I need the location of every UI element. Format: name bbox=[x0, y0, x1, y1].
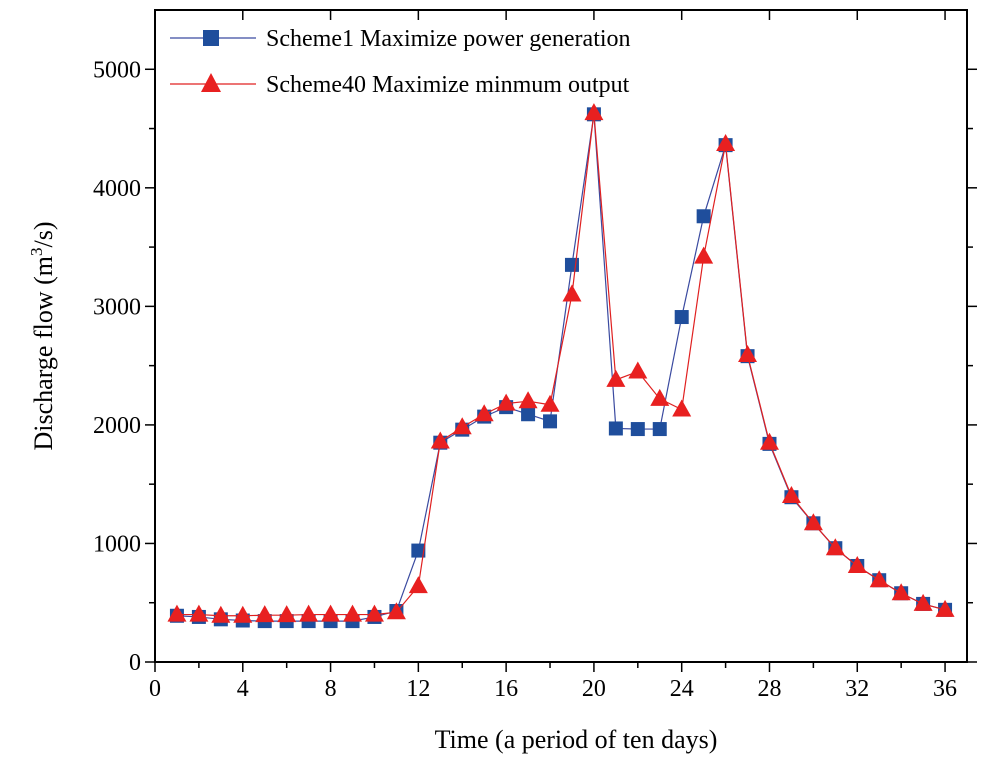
x-tick-label: 12 bbox=[406, 676, 430, 702]
data-point-triangle bbox=[189, 604, 209, 622]
data-point-triangle bbox=[825, 538, 845, 556]
data-point-square bbox=[652, 422, 667, 437]
legend-label-scheme40: Scheme40 Maximize minmum output bbox=[266, 72, 630, 98]
x-axis-tick-labels: 0 4 8 12 16 20 24 28 32 36 bbox=[149, 676, 957, 702]
data-point-triangle bbox=[430, 431, 450, 449]
data-point-triangle bbox=[847, 555, 867, 573]
plot-frame bbox=[154, 9, 968, 663]
data-point-square bbox=[564, 257, 579, 272]
x-tick-label: 16 bbox=[494, 676, 518, 702]
data-point-square bbox=[674, 310, 689, 325]
data-point-triangle bbox=[562, 284, 582, 302]
x-tick-label: 28 bbox=[757, 676, 781, 702]
data-point-triangle bbox=[496, 393, 516, 411]
x-axis-title: Time (a period of ten days) bbox=[435, 725, 718, 754]
legend-marker-triangle-icon bbox=[201, 73, 221, 92]
series-line bbox=[176, 113, 946, 617]
y-tick-label: 2000 bbox=[93, 413, 141, 439]
x-tick-label: 24 bbox=[670, 676, 694, 702]
data-point-triangle bbox=[628, 361, 648, 379]
legend: Scheme1 Maximize power generation Scheme… bbox=[170, 26, 631, 98]
y-axis-title-tail: /s) bbox=[29, 222, 58, 248]
data-point-triangle bbox=[781, 486, 801, 504]
data-point-triangle bbox=[255, 605, 275, 623]
data-point-triangle bbox=[452, 417, 472, 435]
y-tick-label: 1000 bbox=[93, 531, 141, 557]
y-axis-title: Discharge flow (m3/s) bbox=[27, 222, 58, 451]
data-point-triangle bbox=[738, 344, 758, 362]
y-tick-label: 0 bbox=[129, 650, 141, 676]
data-point-triangle bbox=[386, 602, 406, 620]
data-point-triangle bbox=[672, 399, 692, 417]
y-tick-label: 5000 bbox=[93, 57, 141, 83]
data-point-square bbox=[411, 543, 426, 558]
x-tick-label: 36 bbox=[933, 676, 957, 702]
data-point-triangle bbox=[869, 570, 889, 588]
data-point-square bbox=[630, 422, 645, 437]
data-point-triangle bbox=[716, 133, 736, 151]
data-point-triangle bbox=[694, 246, 714, 264]
data-point-triangle bbox=[277, 605, 297, 623]
data-point-triangle bbox=[913, 593, 933, 611]
y-axis-title-superscript: 3 bbox=[27, 248, 46, 257]
data-point-triangle bbox=[518, 391, 538, 409]
data-point-triangle bbox=[343, 604, 363, 622]
y-axis-title-main: Discharge flow (m bbox=[29, 256, 58, 450]
x-tick-label: 20 bbox=[582, 676, 606, 702]
data-point-triangle bbox=[408, 576, 428, 594]
data-point-square bbox=[521, 407, 536, 422]
data-point-square bbox=[608, 421, 623, 436]
x-tick-label: 4 bbox=[237, 676, 249, 702]
data-point-triangle bbox=[474, 404, 494, 422]
data-point-square bbox=[696, 209, 711, 224]
axis-ticks bbox=[145, 10, 977, 672]
data-point-triangle bbox=[364, 604, 384, 622]
x-tick-label: 0 bbox=[149, 676, 161, 702]
series-2 bbox=[167, 103, 955, 623]
data-point-triangle bbox=[935, 599, 955, 617]
data-point-triangle bbox=[759, 432, 779, 450]
data-point-triangle bbox=[584, 103, 604, 121]
data-point-triangle bbox=[803, 513, 823, 531]
x-tick-label: 32 bbox=[845, 676, 869, 702]
data-point-triangle bbox=[540, 394, 560, 412]
legend-marker-square-icon bbox=[203, 30, 219, 46]
data-point-triangle bbox=[891, 583, 911, 601]
data-point-triangle bbox=[211, 605, 231, 623]
legend-label-scheme1: Scheme1 Maximize power generation bbox=[266, 26, 631, 52]
data-point-triangle bbox=[606, 369, 626, 387]
data-point-triangle bbox=[167, 604, 187, 622]
data-point-triangle bbox=[299, 604, 319, 622]
data-point-triangle bbox=[650, 388, 670, 406]
x-tick-label: 8 bbox=[325, 676, 337, 702]
data-point-square bbox=[543, 414, 558, 429]
data-point-triangle bbox=[233, 605, 253, 623]
y-tick-label: 3000 bbox=[93, 294, 141, 320]
series-layer bbox=[167, 103, 955, 629]
y-axis-tick-labels: 0 1000 2000 3000 4000 5000 bbox=[93, 57, 141, 676]
y-tick-label: 4000 bbox=[93, 176, 141, 202]
data-point-triangle bbox=[321, 604, 341, 622]
